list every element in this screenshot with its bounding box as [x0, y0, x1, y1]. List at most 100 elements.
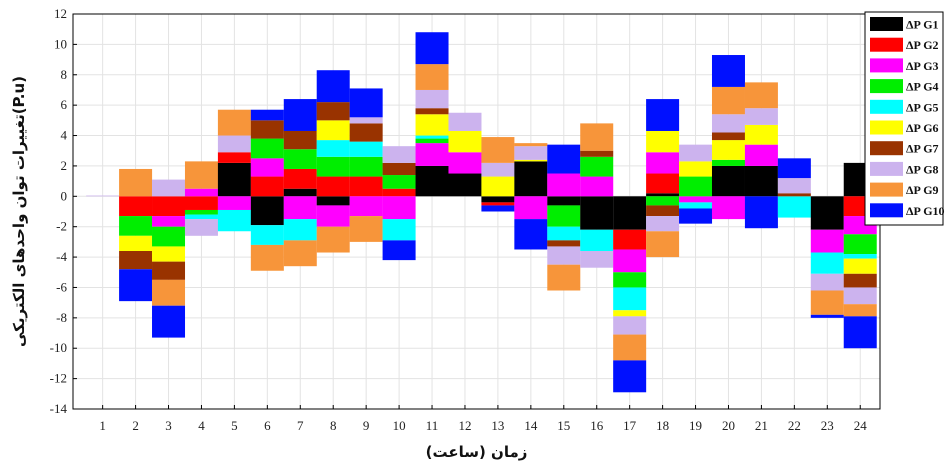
bar-segment	[711, 196, 745, 220]
bar-segment	[217, 152, 251, 163]
bar-segment	[580, 251, 614, 268]
bar-segment	[382, 162, 416, 176]
x-tick-label: 4	[198, 418, 205, 433]
bar-segment	[217, 209, 251, 232]
bar-segment	[152, 305, 186, 338]
legend-swatch	[870, 120, 903, 135]
x-tick-label: 14	[524, 418, 538, 433]
bar-segment	[646, 231, 680, 258]
y-tick-label: -14	[50, 401, 68, 416]
y-tick-label: 12	[54, 6, 67, 21]
bar-segment	[349, 141, 383, 157]
bar-segment	[283, 188, 317, 197]
bar-segment	[843, 258, 877, 274]
bar-segment	[349, 117, 383, 124]
bar-segment	[250, 244, 284, 271]
bar-segment	[481, 196, 515, 203]
legend-swatch	[870, 203, 903, 218]
legend-entry: ΔP G2	[906, 38, 939, 52]
bar-segment	[646, 99, 680, 131]
bar-segment	[316, 226, 350, 253]
bar-segment	[646, 130, 680, 153]
bar-segment	[119, 168, 153, 197]
bar-segment	[711, 114, 745, 133]
bar-segment	[415, 64, 449, 90]
bar-segment	[810, 314, 844, 318]
bar-segment	[349, 196, 383, 217]
legend-swatch	[870, 79, 903, 94]
bar-segment	[711, 86, 745, 115]
bar-segment	[613, 287, 647, 311]
bar-segment	[646, 173, 680, 194]
bar-segment	[777, 178, 811, 194]
y-tick-label: -12	[50, 371, 67, 386]
legend-entry: ΔP G1	[906, 18, 939, 32]
bar-segment	[250, 120, 284, 139]
bar-segment	[415, 143, 449, 166]
bar-segment	[415, 89, 449, 109]
bar-segment	[382, 240, 416, 261]
x-tick-label: 9	[363, 418, 370, 433]
x-tick-labels: 1 2 3 4 5 6 7 8 9 10 11 12 13 14 15 16 17 18 19 20 21 22 23 24	[99, 405, 867, 433]
bar-segment	[744, 82, 778, 109]
bar-segment	[580, 123, 614, 151]
bar-segment	[217, 109, 251, 136]
bar-segment	[744, 196, 778, 229]
bar-segment	[843, 316, 877, 349]
bar-segment	[481, 205, 515, 212]
bar-segment	[382, 196, 416, 220]
bar-segment	[613, 272, 647, 288]
bar-segment	[217, 135, 251, 153]
bar-segment	[810, 196, 844, 230]
legend-entry: ΔP G8	[906, 162, 939, 176]
bar-segment	[152, 196, 186, 217]
bar-segment	[283, 130, 317, 150]
bar-segment	[415, 135, 449, 139]
legend-swatch	[870, 17, 903, 31]
bar-segment	[514, 219, 548, 250]
bar-segment	[415, 32, 449, 65]
bar-segment	[481, 162, 515, 177]
bar-segment	[613, 310, 647, 317]
bar-segment	[448, 112, 482, 131]
bar-segment	[184, 188, 218, 197]
x-tick-label: 23	[821, 418, 834, 433]
bar-segment	[382, 146, 416, 163]
x-tick-label: 19	[689, 418, 702, 433]
bar-segment	[547, 246, 581, 265]
bar-segment	[679, 208, 713, 224]
bar-segment	[415, 114, 449, 136]
bar-stacks	[86, 32, 877, 393]
bar-segment	[316, 196, 350, 206]
bar-segment	[382, 188, 416, 197]
bar-segment	[547, 205, 581, 227]
bar-segment	[86, 195, 120, 197]
bar-segment	[415, 138, 449, 144]
bar-segment	[349, 88, 383, 118]
bar-segment	[316, 205, 350, 227]
bar-segment	[283, 99, 317, 131]
legend-swatch	[870, 58, 903, 73]
bar-segment	[316, 176, 350, 197]
legend-swatch	[870, 182, 903, 197]
bar-segment	[283, 196, 317, 220]
bar-segment	[250, 158, 284, 177]
x-tick-label: 18	[656, 418, 669, 433]
bar-segment	[448, 152, 482, 174]
bar-segment	[711, 159, 745, 166]
bar-segment	[679, 196, 713, 203]
bar-segment	[349, 156, 383, 177]
bar-segment	[481, 202, 515, 206]
bar-segment	[119, 235, 153, 251]
bar-segment	[547, 240, 581, 247]
y-tick-label: 10	[54, 36, 67, 51]
x-tick-label: 10	[393, 418, 406, 433]
bar-segment	[613, 229, 647, 250]
bar-segment	[843, 273, 877, 288]
bar-segment	[184, 196, 218, 210]
bar-segment	[382, 175, 416, 189]
bar-segment	[184, 209, 218, 215]
bar-segment	[382, 219, 416, 241]
bar-segment	[316, 156, 350, 177]
bar-segment	[711, 165, 745, 197]
